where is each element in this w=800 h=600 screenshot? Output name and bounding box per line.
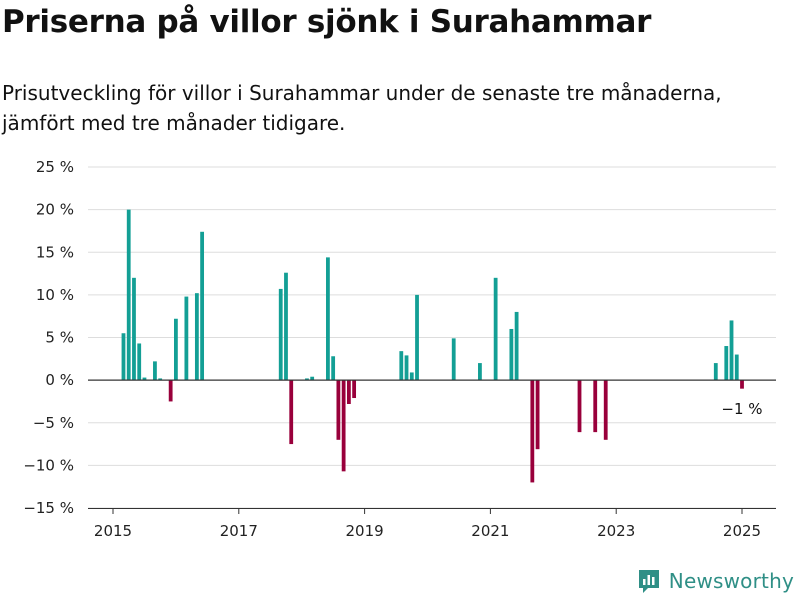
bar xyxy=(341,380,346,472)
bar xyxy=(740,380,744,389)
y-tick-label: 10 % xyxy=(36,286,74,304)
bar xyxy=(399,351,404,381)
y-tick-label: 5 % xyxy=(45,329,74,347)
x-tick-label: 2017 xyxy=(220,522,258,540)
bar xyxy=(184,296,189,381)
x-tick-label: 2021 xyxy=(471,522,509,540)
y-tick-label: 15 % xyxy=(36,243,74,261)
bar xyxy=(713,363,718,381)
bar xyxy=(305,378,309,381)
bar xyxy=(451,338,456,381)
bar xyxy=(415,294,419,381)
bar xyxy=(514,311,519,381)
y-tick-label: −10 % xyxy=(23,456,74,474)
bar xyxy=(603,380,608,440)
bar xyxy=(194,293,199,381)
bar xyxy=(729,320,734,381)
bar xyxy=(493,277,498,381)
y-tick-label: −5 % xyxy=(33,414,74,432)
latest-value-annotation: −1 % xyxy=(721,400,762,418)
bar xyxy=(310,376,315,381)
bar xyxy=(404,355,409,381)
bar xyxy=(278,288,283,381)
y-tick-label: 25 % xyxy=(36,158,74,176)
bar xyxy=(126,209,131,381)
bar xyxy=(331,356,336,381)
bar xyxy=(174,318,178,381)
bar xyxy=(142,377,147,381)
bar xyxy=(200,231,205,381)
y-tick-label: −15 % xyxy=(23,499,74,517)
bar xyxy=(326,257,330,381)
bar xyxy=(336,380,341,440)
bar xyxy=(577,380,582,433)
y-tick-label: 20 % xyxy=(36,201,74,219)
x-tick-label: 2019 xyxy=(346,522,384,540)
x-tick-label: 2023 xyxy=(597,522,635,540)
bar-chart: 25 % 20 % 15 % 10 % 5 % 0 % −5 % −10 % −15 % 2015… xyxy=(23,158,776,540)
bar xyxy=(409,372,414,381)
bar xyxy=(153,361,157,381)
x-tick-label: 2015 xyxy=(94,522,132,540)
bar xyxy=(121,333,126,381)
bar xyxy=(168,380,173,402)
bar xyxy=(593,380,598,433)
bar xyxy=(284,272,288,381)
bar xyxy=(734,354,739,381)
bar xyxy=(346,380,351,404)
bar xyxy=(289,380,294,445)
bar xyxy=(132,277,136,381)
bar xyxy=(509,328,514,381)
bar xyxy=(352,380,357,399)
y-tick-label: 0 % xyxy=(45,371,74,389)
chart-title: Priserna på villor sjönk i Surahammar xyxy=(2,4,652,40)
bar xyxy=(535,380,540,450)
bar xyxy=(530,380,535,483)
brand-name: Newsworthy xyxy=(668,569,794,593)
bar xyxy=(137,343,142,381)
x-tick-label: 2025 xyxy=(723,522,761,540)
brand-logo: Newsworthy xyxy=(637,568,794,594)
chart-subtitle: Prisutveckling för villor i Surahammar u… xyxy=(2,81,722,135)
newsworthy-logo-icon xyxy=(638,570,659,593)
bar xyxy=(478,363,482,381)
bar xyxy=(158,378,163,381)
bar xyxy=(724,346,729,381)
